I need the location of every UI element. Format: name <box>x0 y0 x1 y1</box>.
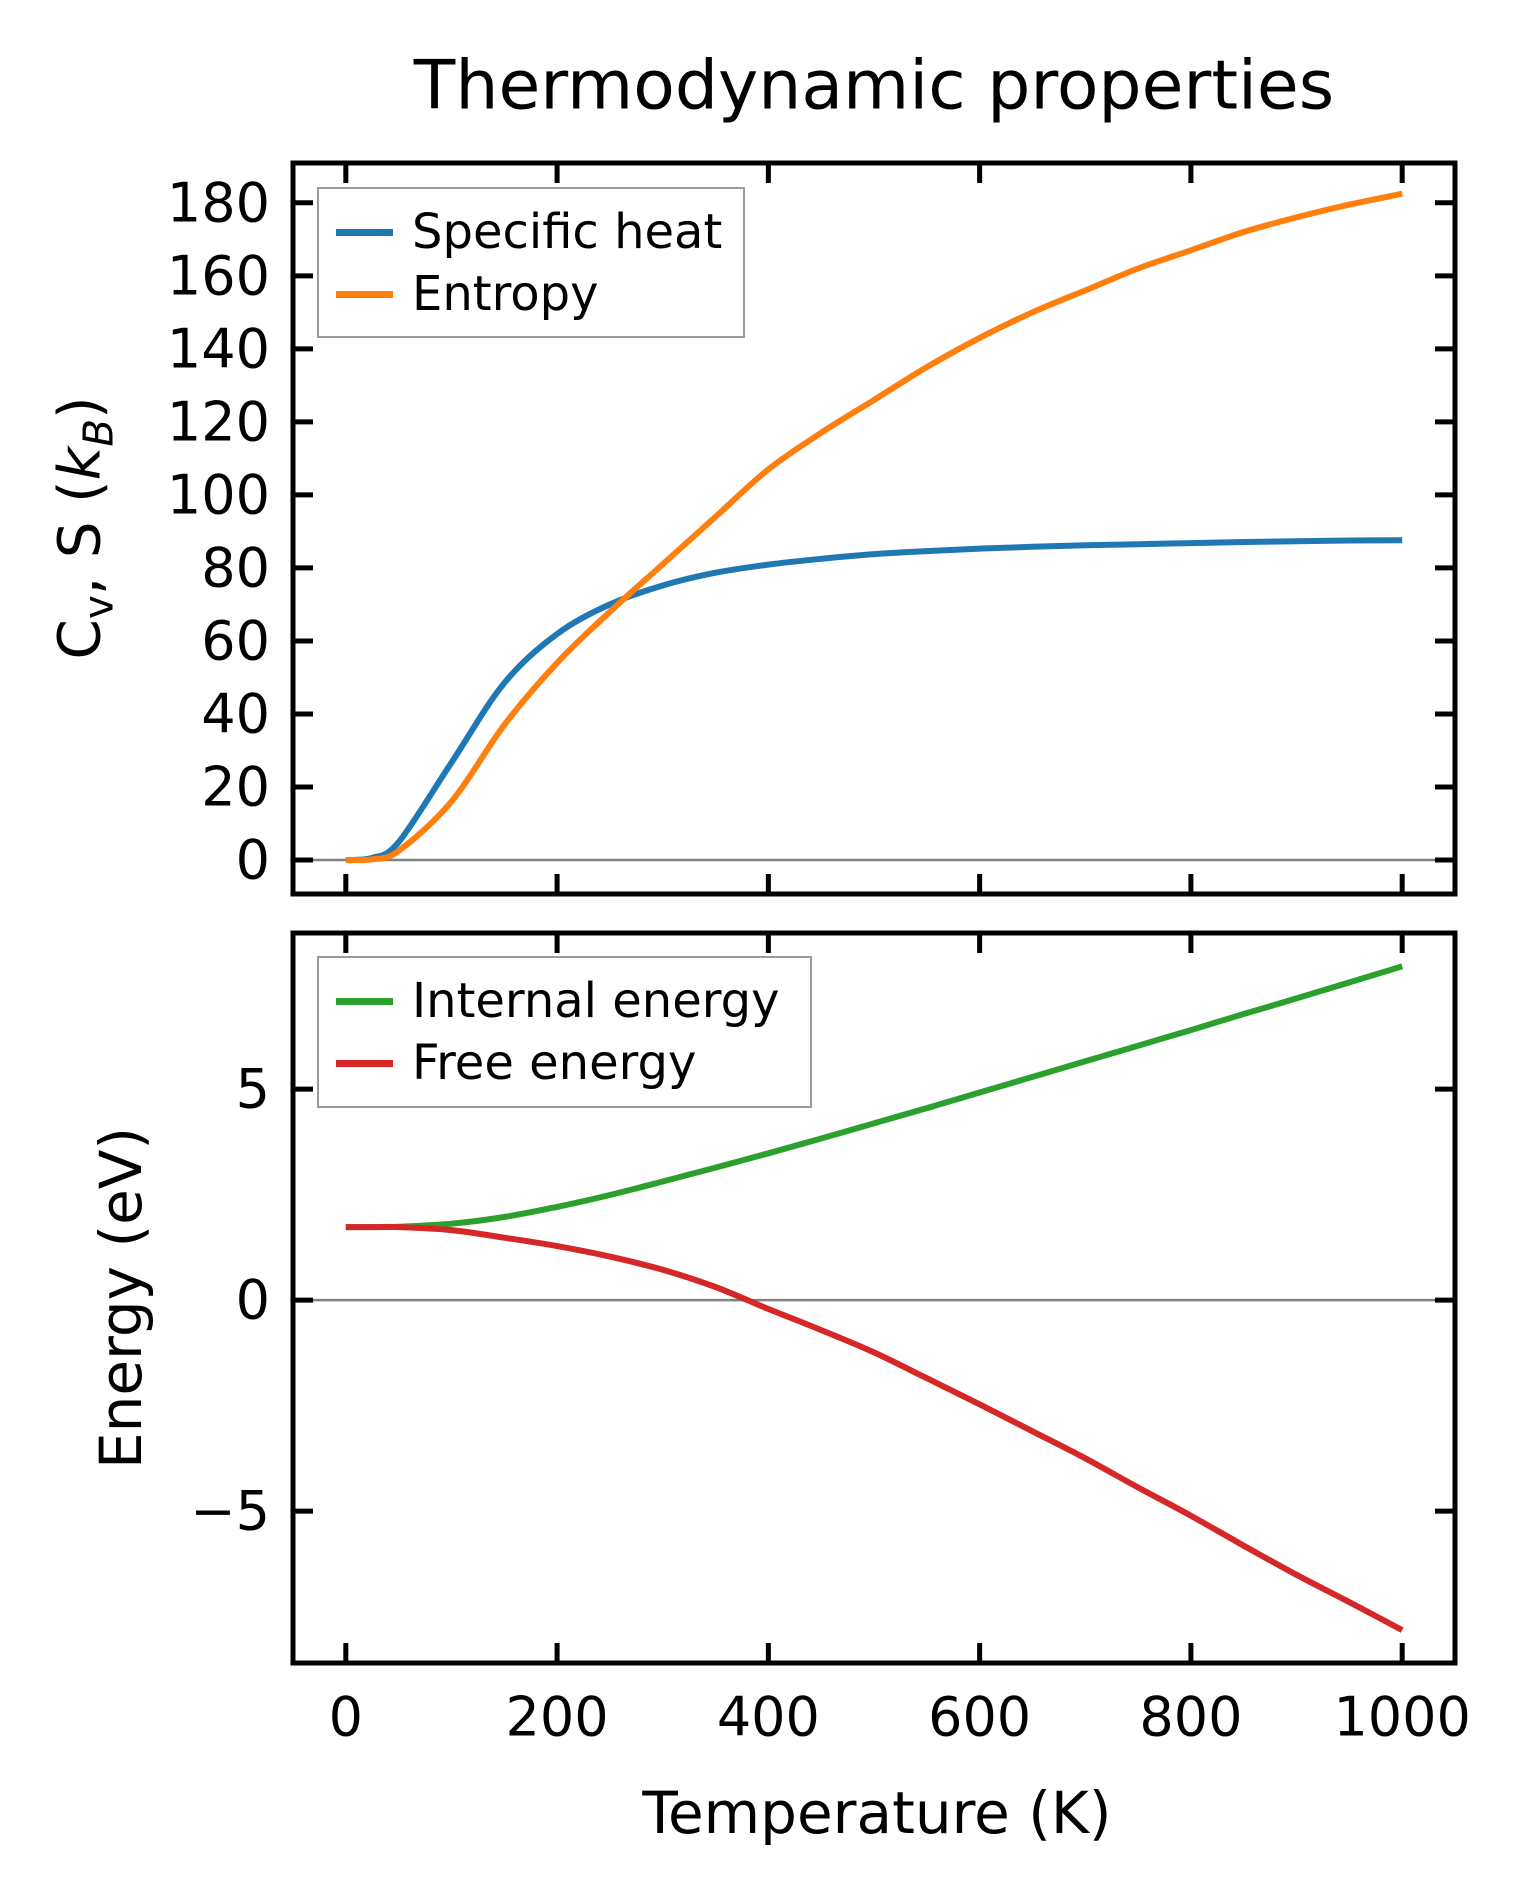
ylabel-mid: , S ( <box>45 480 114 596</box>
entropy-line-swatch <box>336 290 393 298</box>
bottom-y-axis-label: Energy (eV) <box>87 1126 155 1470</box>
legend-label-entropy: Entropy <box>412 266 599 322</box>
ylabel-v-sub: v <box>74 595 123 620</box>
y-tick-label: 40 <box>201 682 270 746</box>
ylabel-close: ) <box>45 396 114 419</box>
top-plot-frame <box>290 160 1458 897</box>
y-tick-label: 5 <box>235 1057 270 1121</box>
bottom-legend: Internal energy Free energy <box>317 956 812 1108</box>
x-tick-label: 0 <box>328 1685 363 1749</box>
x-tick-label: 1000 <box>1333 1685 1471 1749</box>
y-tick-label: 80 <box>201 536 270 600</box>
y-tick-label: 0 <box>235 1268 270 1332</box>
y-tick-label: −5 <box>190 1479 270 1543</box>
y-tick-label: 20 <box>201 755 270 819</box>
x-tick-label: 400 <box>716 1685 820 1749</box>
specific-heat-line <box>345 537 1403 864</box>
y-tick-label: 0 <box>235 828 270 892</box>
internal-energy-line <box>345 963 1404 1231</box>
top-y-axis-label: Cv, S (kB) <box>46 396 123 659</box>
x-tick-label: 200 <box>505 1685 609 1749</box>
legend-item-free-energy: Free energy <box>319 1032 810 1094</box>
internal-energy-line-swatch <box>336 997 393 1005</box>
specific-heat-line-swatch <box>336 228 393 236</box>
entropy-line <box>345 190 1403 864</box>
y-tick-label: 160 <box>166 244 270 308</box>
ylabel-C: C <box>45 619 114 660</box>
y-tick-label: 140 <box>166 317 270 381</box>
legend-label-free-energy: Free energy <box>412 1035 697 1091</box>
x-tick-label: 800 <box>1139 1685 1243 1749</box>
legend-item-internal-energy: Internal energy <box>319 970 810 1032</box>
y-tick-label: 120 <box>166 390 270 454</box>
legend-label-internal-energy: Internal energy <box>412 973 780 1029</box>
legend-item-specific-heat: Specific heat <box>319 201 743 263</box>
x-axis-label: Temperature (K) <box>642 1779 1112 1847</box>
x-tick-label: 600 <box>928 1685 1032 1749</box>
y-tick-label: 180 <box>166 171 270 235</box>
free-energy-line-swatch <box>336 1059 393 1067</box>
y-tick-label: 60 <box>201 609 270 673</box>
ylabel-k: kB <box>45 418 123 481</box>
legend-item-entropy: Entropy <box>319 263 743 325</box>
legend-label-specific-heat: Specific heat <box>412 204 723 260</box>
y-tick-label: 100 <box>166 463 270 527</box>
free-energy-line <box>345 1223 1404 1633</box>
top-legend: Specific heat Entropy <box>317 187 745 338</box>
figure-title: Thermodynamic properties <box>413 46 1335 126</box>
